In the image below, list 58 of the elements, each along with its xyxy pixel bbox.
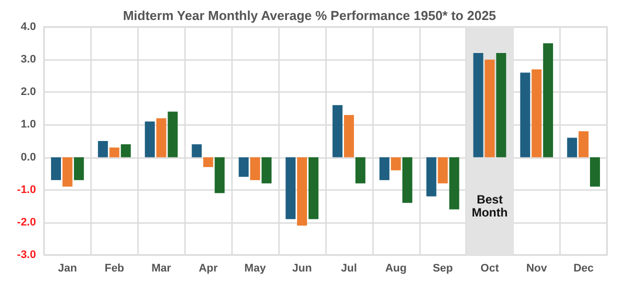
bar	[308, 157, 318, 220]
bar	[98, 141, 108, 158]
bar	[120, 144, 131, 158]
bar	[144, 121, 155, 158]
bar	[484, 60, 495, 158]
bar	[426, 157, 436, 196]
bar	[192, 144, 202, 158]
bar	[51, 157, 61, 180]
y-tick-label: 3.0	[20, 54, 36, 66]
bar	[567, 138, 578, 158]
bar	[62, 157, 72, 187]
x-tick-label: Sep	[432, 262, 454, 274]
y-tick-label: 0.0	[20, 151, 36, 164]
x-tick-label: Jun	[292, 262, 312, 274]
bar	[520, 72, 530, 158]
y-tick-label: 2.0	[20, 86, 36, 98]
bar	[590, 157, 600, 187]
bar	[402, 157, 412, 203]
bar	[543, 43, 554, 158]
y-tick-label: -3.0	[17, 249, 36, 261]
bar	[262, 157, 272, 184]
x-tick-label: Apr	[198, 262, 218, 274]
bar	[355, 157, 366, 184]
bar	[214, 157, 225, 194]
bar	[390, 157, 401, 170]
bar	[250, 157, 260, 180]
chart-title: Midterm Year Monthly Average % Performance 1950* to 2025	[122, 8, 496, 23]
x-tick-label: Oct	[480, 262, 500, 274]
bar	[238, 157, 249, 177]
bar	[532, 69, 542, 158]
x-tick-label: Feb	[104, 262, 124, 274]
bar	[297, 157, 308, 226]
bar	[168, 112, 178, 158]
y-tick-label: -2.0	[17, 216, 36, 228]
x-tick-label: Dec	[573, 262, 594, 274]
y-tick-label: 1.0	[20, 118, 36, 131]
bar	[156, 118, 166, 158]
bar	[203, 157, 214, 168]
x-tick-label: Nov	[526, 262, 548, 274]
band-label: Best Month	[472, 192, 508, 220]
bar	[438, 157, 448, 184]
bar	[496, 53, 506, 158]
bar	[332, 105, 342, 158]
y-tick-label: 4.0	[20, 21, 36, 33]
x-tick-label: Jul	[341, 262, 357, 274]
y-tick-label: -1.0	[17, 184, 36, 196]
bar	[286, 157, 296, 220]
bar	[379, 157, 390, 180]
bar	[473, 53, 484, 158]
bar	[109, 148, 120, 158]
bar	[449, 157, 460, 210]
bar	[578, 131, 589, 158]
x-tick-label: Mar	[152, 262, 172, 274]
x-tick-label: May	[244, 262, 267, 274]
bar	[344, 114, 354, 158]
x-tick-label: Jan	[58, 262, 78, 274]
x-tick-label: Aug	[385, 262, 407, 274]
bar	[74, 157, 84, 180]
